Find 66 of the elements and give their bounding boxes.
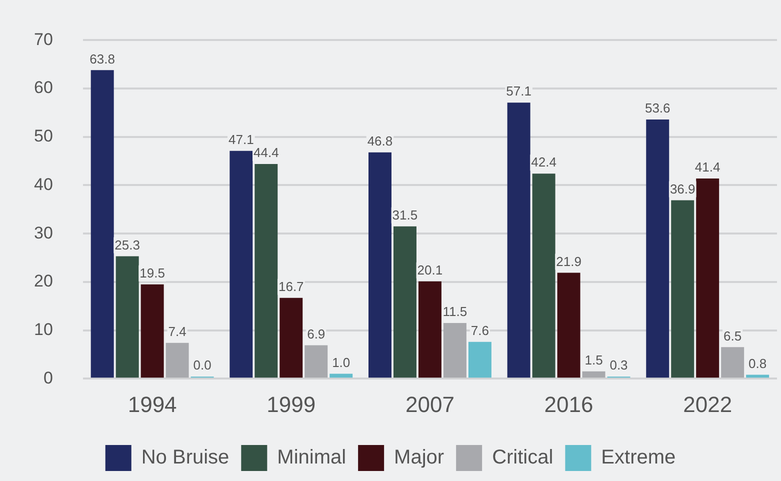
y-tick-label: 60 bbox=[34, 78, 53, 98]
data-label: 25.3 bbox=[114, 237, 140, 252]
bar bbox=[696, 178, 720, 378]
data-label: 41.4 bbox=[694, 160, 720, 175]
bar bbox=[230, 150, 253, 378]
y-tick-label: 50 bbox=[34, 126, 53, 146]
data-label: 0.3 bbox=[610, 358, 628, 373]
data-label: 6.5 bbox=[724, 328, 742, 344]
data-label: 0.0 bbox=[193, 358, 212, 373]
legend-label: Major bbox=[394, 446, 444, 469]
data-label: 63.8 bbox=[90, 51, 115, 66]
data-label: 11.5 bbox=[442, 304, 468, 320]
bar bbox=[254, 164, 278, 378]
data-label: 53.6 bbox=[644, 100, 670, 116]
data-label: 19.5 bbox=[140, 265, 165, 280]
data-label: 16.7 bbox=[278, 278, 304, 294]
data-label: 57.1 bbox=[506, 84, 532, 99]
data-label: 20.1 bbox=[417, 262, 443, 278]
data-label: 44.4 bbox=[253, 145, 279, 160]
data-label: 0.8 bbox=[748, 356, 767, 371]
y-tick-label: 30 bbox=[34, 223, 53, 242]
legend-label: No Bruise bbox=[141, 446, 230, 469]
bar bbox=[418, 281, 442, 378]
legend-label: Extreme bbox=[601, 446, 676, 469]
bar bbox=[746, 374, 770, 378]
bar bbox=[304, 345, 328, 378]
legend-label: Critical bbox=[492, 446, 554, 469]
bar bbox=[116, 256, 139, 378]
data-label: 36.9 bbox=[670, 181, 696, 196]
bar bbox=[507, 102, 530, 378]
bar bbox=[532, 174, 556, 378]
data-label: 1.0 bbox=[332, 354, 350, 370]
bar bbox=[166, 342, 189, 378]
x-tick-label: 2022 bbox=[683, 392, 732, 417]
y-tick-label: 20 bbox=[34, 272, 53, 291]
data-label: 7.6 bbox=[470, 322, 489, 338]
bar bbox=[368, 152, 392, 378]
bar bbox=[140, 284, 164, 378]
data-label: 1.5 bbox=[584, 352, 603, 368]
data-label: 42.4 bbox=[531, 154, 556, 170]
bar bbox=[646, 119, 670, 378]
y-tick-label: 10 bbox=[34, 320, 53, 339]
bar bbox=[280, 298, 303, 378]
x-tick-label: 1994 bbox=[128, 392, 177, 417]
x-tick-label: 2007 bbox=[405, 392, 454, 417]
data-label: 46.8 bbox=[367, 133, 393, 148]
bar bbox=[721, 347, 744, 378]
x-tick-label: 2016 bbox=[544, 392, 594, 417]
x-tick-label: 1999 bbox=[266, 392, 316, 417]
data-label: 21.9 bbox=[556, 254, 582, 269]
y-tick-label: 70 bbox=[34, 30, 53, 49]
data-label: 7.4 bbox=[168, 324, 186, 339]
bar bbox=[330, 374, 353, 378]
y-tick-label: 40 bbox=[34, 174, 53, 194]
bar bbox=[468, 342, 492, 378]
data-label: 6.9 bbox=[307, 326, 326, 342]
bar bbox=[90, 70, 114, 378]
bar bbox=[557, 272, 580, 378]
bar bbox=[443, 323, 466, 378]
data-label: 31.5 bbox=[392, 207, 418, 222]
y-tick-label: 0 bbox=[43, 368, 53, 388]
bar bbox=[671, 200, 694, 378]
bar bbox=[393, 226, 416, 378]
legend-label: Minimal bbox=[277, 446, 346, 469]
bar bbox=[582, 371, 606, 378]
data-label: 47.1 bbox=[228, 132, 254, 147]
